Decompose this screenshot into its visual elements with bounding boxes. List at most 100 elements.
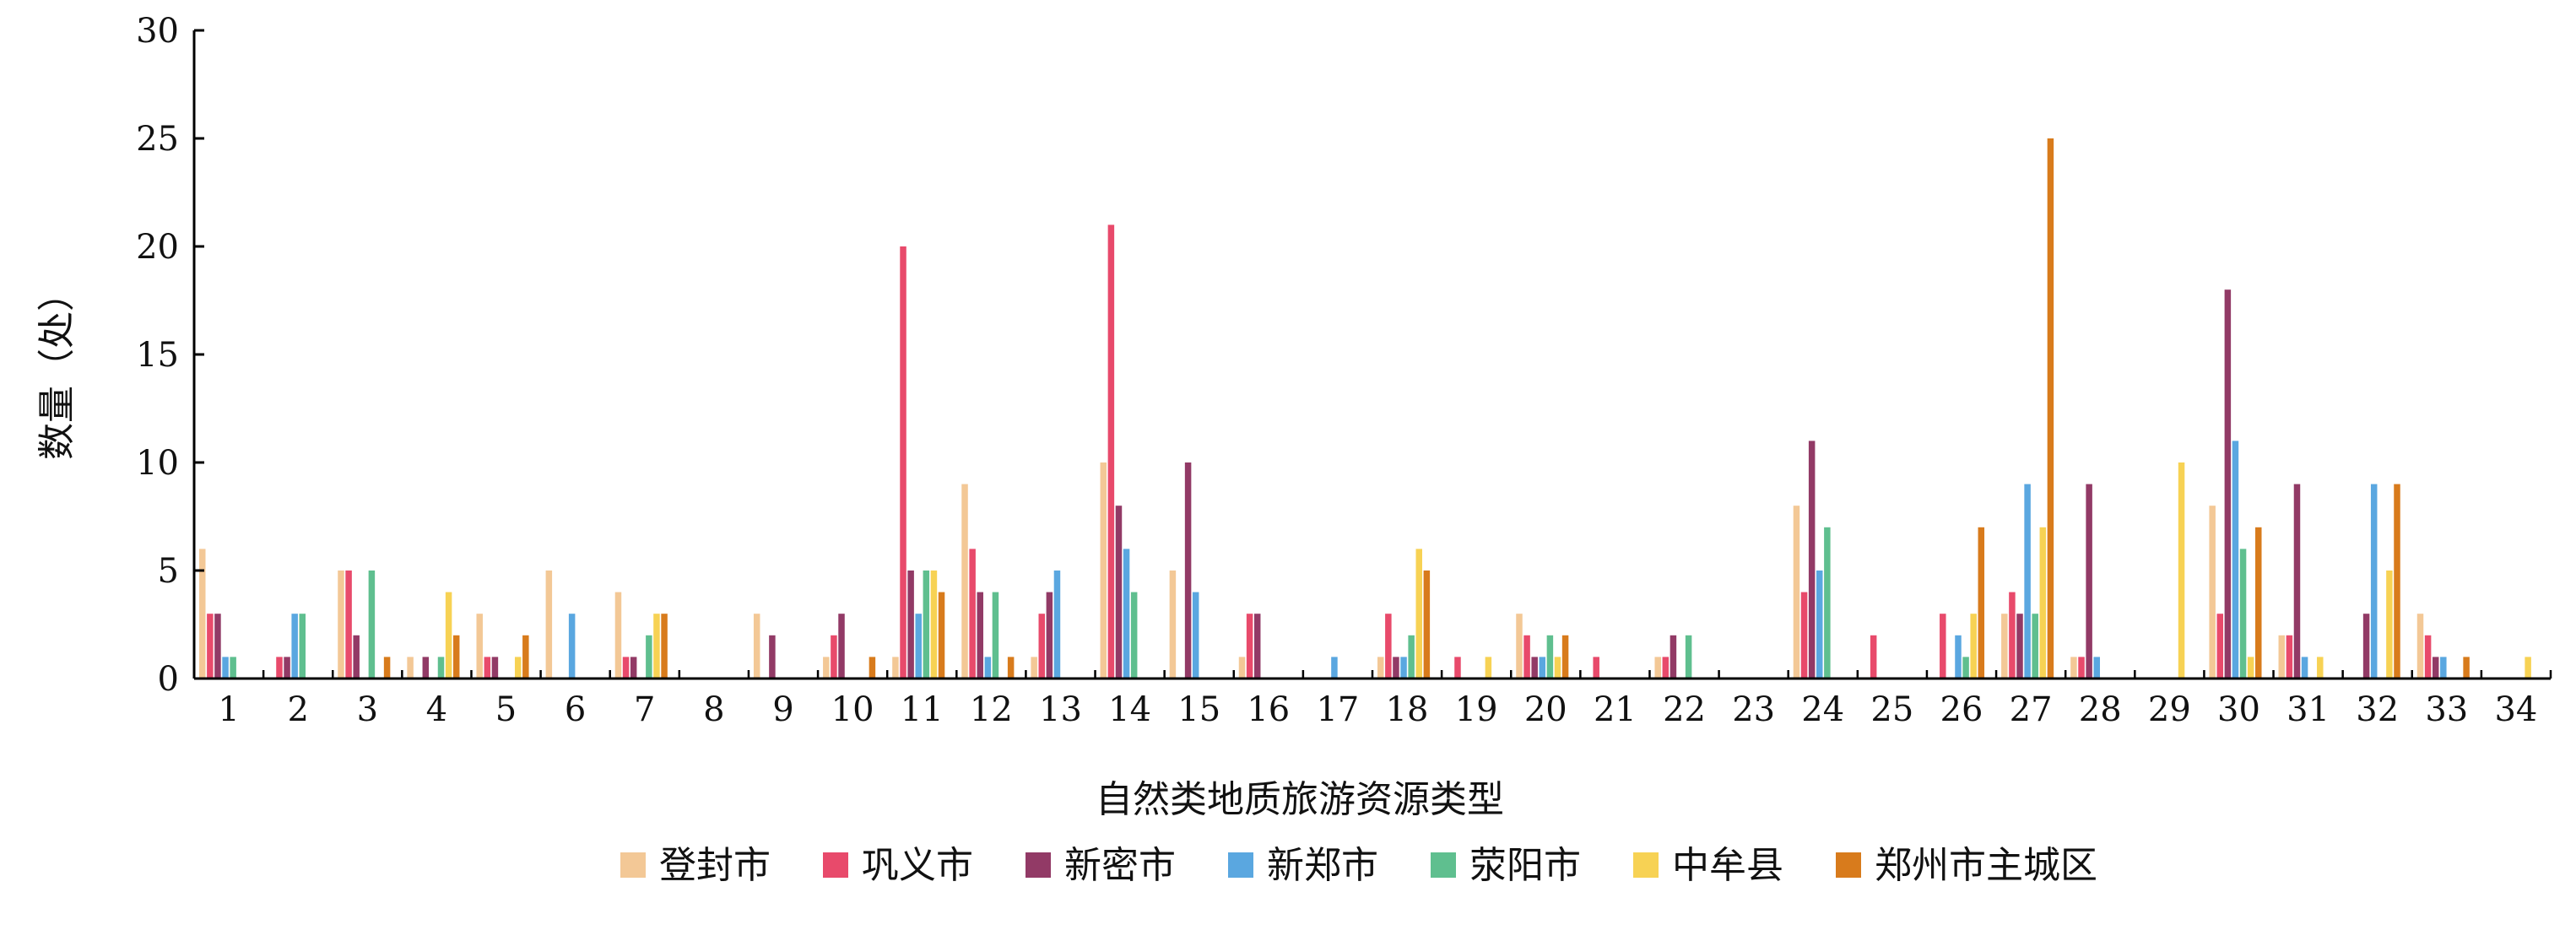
- bar: [930, 571, 938, 679]
- bar: [2078, 657, 2085, 679]
- bar: [1870, 635, 1877, 679]
- bar: [545, 571, 553, 679]
- x-tick-label: 26: [1940, 690, 1983, 729]
- bar: [1670, 635, 1677, 679]
- x-tick-label: 14: [1108, 690, 1151, 729]
- bar: [1685, 635, 1692, 679]
- bar: [2178, 462, 2185, 679]
- bar: [353, 635, 360, 679]
- bar: [1816, 571, 1823, 679]
- bar: [276, 657, 283, 679]
- legend-label: 郑州市主城区: [1875, 844, 2097, 887]
- x-tick-label: 4: [426, 690, 447, 729]
- bar: [1793, 506, 1800, 679]
- legend-label: 新郑市: [1267, 844, 1378, 887]
- bar: [2224, 289, 2232, 679]
- legend-label: 荥阳市: [1469, 844, 1581, 887]
- x-tick-label: 2: [287, 690, 308, 729]
- x-tick-label: 15: [1177, 690, 1220, 729]
- x-tick-label: 7: [634, 690, 655, 729]
- bar: [653, 614, 660, 679]
- bar: [1454, 657, 1461, 679]
- x-tick-label: 30: [2217, 690, 2260, 729]
- x-tick-label: 20: [1524, 690, 1567, 729]
- bar: [1593, 657, 1599, 679]
- bar: [614, 592, 622, 679]
- x-tick-label: 13: [1039, 690, 1082, 729]
- bar: [445, 592, 452, 679]
- bar: [2009, 592, 2016, 679]
- bar: [291, 614, 298, 679]
- bar: [869, 657, 876, 679]
- bar: [2239, 549, 2247, 679]
- x-tick-label: 6: [565, 690, 586, 729]
- bar: [1970, 614, 1977, 679]
- bar: [1423, 571, 1431, 679]
- y-tick-label: 5: [158, 552, 179, 591]
- bar: [1115, 506, 1123, 679]
- y-tick-label: 0: [158, 660, 179, 699]
- bar: [484, 657, 491, 679]
- bar: [831, 635, 837, 679]
- x-axis-title: 自然类地质旅游资源类型: [1096, 778, 1504, 821]
- bar: [2070, 657, 2077, 679]
- bar: [1808, 441, 1816, 679]
- bar: [345, 571, 352, 679]
- bar: [284, 657, 290, 679]
- legend-label: 中牟县: [1672, 844, 1783, 887]
- bar: [661, 614, 668, 679]
- bar: [1824, 527, 1831, 679]
- bar: [1038, 614, 1046, 679]
- bar: [222, 657, 229, 679]
- y-tick-label: 15: [136, 336, 179, 375]
- bar: [1046, 592, 1053, 679]
- bar: [1485, 657, 1492, 679]
- bar: [923, 571, 930, 679]
- bar: [1531, 657, 1538, 679]
- bar: [383, 657, 391, 679]
- bar: [977, 592, 983, 679]
- x-tick-label: 12: [970, 690, 1013, 729]
- x-tick-label: 21: [1594, 690, 1637, 729]
- bar: [1192, 592, 1199, 679]
- legend-swatch: [1026, 852, 1051, 878]
- x-tick-label: 9: [772, 690, 793, 729]
- bar: [2032, 614, 2038, 679]
- bar: [938, 592, 945, 679]
- y-tick-label: 20: [136, 228, 179, 267]
- bar: [299, 614, 306, 679]
- bar: [2086, 484, 2092, 679]
- bar: [1184, 462, 1192, 679]
- bar: [2039, 527, 2047, 679]
- bar: [2001, 614, 2008, 679]
- bar: [2047, 138, 2054, 679]
- bar: [907, 571, 914, 679]
- legend-swatch: [1633, 852, 1659, 878]
- legend-swatch: [1431, 852, 1456, 878]
- bar: [214, 614, 221, 679]
- bar: [1246, 614, 1253, 679]
- bar: [1539, 657, 1546, 679]
- x-tick-label: 18: [1386, 690, 1429, 729]
- legend: 登封市 巩义市 新密市 新郑市 荥阳市 中牟县 郑州市主城区: [620, 844, 2097, 887]
- bar: [1130, 592, 1138, 679]
- y-axis-title: 数量（处）: [35, 274, 78, 460]
- y-tick-label: 25: [136, 120, 179, 159]
- bar: [2209, 506, 2216, 679]
- bar: [2440, 657, 2447, 679]
- bar: [422, 657, 430, 679]
- bar: [1238, 657, 1246, 679]
- bar: [2232, 441, 2239, 679]
- x-tick-label: 16: [1247, 690, 1290, 729]
- bar: [437, 657, 445, 679]
- bar: [452, 635, 460, 679]
- bar: [2394, 484, 2400, 679]
- bar: [2362, 614, 2370, 679]
- bar: [1654, 657, 1661, 679]
- x-tick-label: 23: [1732, 690, 1775, 729]
- bar: [2286, 635, 2293, 679]
- legend-label: 巩义市: [862, 844, 973, 887]
- bar: [2216, 614, 2224, 679]
